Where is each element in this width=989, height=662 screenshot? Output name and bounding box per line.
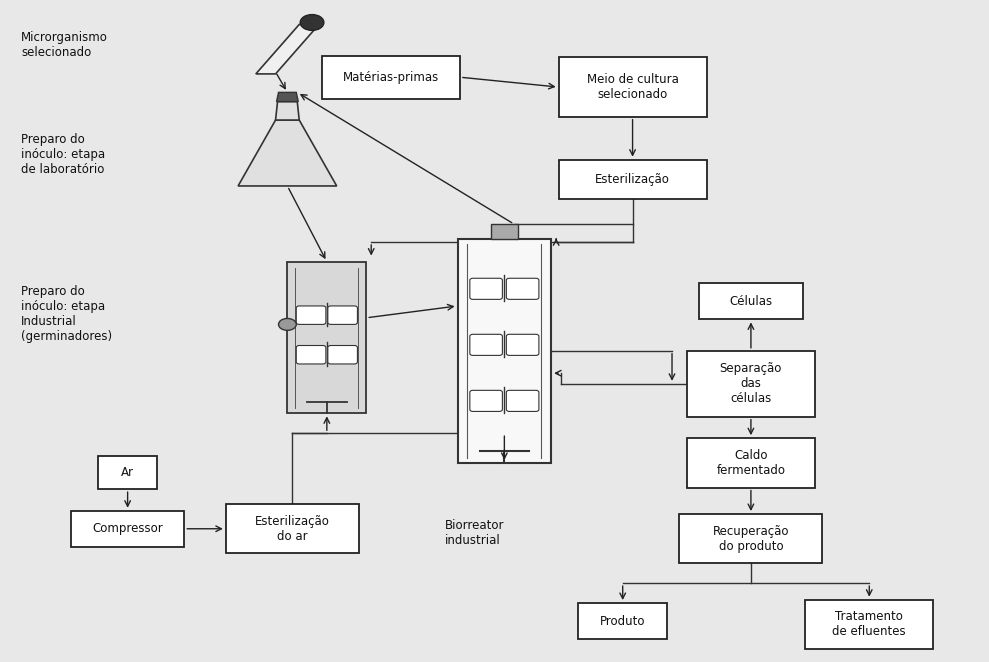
FancyBboxPatch shape <box>297 306 325 324</box>
Text: Produto: Produto <box>600 614 646 628</box>
FancyBboxPatch shape <box>321 56 460 99</box>
FancyBboxPatch shape <box>470 391 502 411</box>
Text: Caldo
fermentado: Caldo fermentado <box>716 449 785 477</box>
FancyBboxPatch shape <box>288 261 366 413</box>
Text: Tratamento
de efluentes: Tratamento de efluentes <box>833 610 906 638</box>
FancyBboxPatch shape <box>327 346 357 364</box>
Text: Esterilização: Esterilização <box>595 173 670 186</box>
FancyBboxPatch shape <box>327 306 357 324</box>
Circle shape <box>301 15 323 30</box>
Text: Esterilização
do ar: Esterilização do ar <box>255 515 329 543</box>
FancyBboxPatch shape <box>297 346 325 364</box>
FancyBboxPatch shape <box>506 278 539 299</box>
Text: Preparo do
inóculo: etapa
de laboratório: Preparo do inóculo: etapa de laboratório <box>21 133 105 176</box>
FancyBboxPatch shape <box>225 504 359 553</box>
Text: Células: Células <box>729 295 772 308</box>
FancyBboxPatch shape <box>506 334 539 355</box>
FancyBboxPatch shape <box>679 514 823 563</box>
Text: Meio de cultura
selecionado: Meio de cultura selecionado <box>586 73 678 101</box>
FancyBboxPatch shape <box>506 391 539 411</box>
FancyBboxPatch shape <box>805 600 934 649</box>
FancyBboxPatch shape <box>458 239 551 463</box>
Text: Biorreator
industrial: Biorreator industrial <box>445 519 504 547</box>
Text: Ar: Ar <box>121 466 135 479</box>
Text: Compressor: Compressor <box>92 522 163 536</box>
FancyBboxPatch shape <box>559 160 706 199</box>
FancyBboxPatch shape <box>699 283 803 320</box>
FancyBboxPatch shape <box>579 603 668 639</box>
FancyBboxPatch shape <box>71 510 184 547</box>
Text: Preparo do
inóculo: etapa
Industrial
(germinadores): Preparo do inóculo: etapa Industrial (ge… <box>21 285 112 343</box>
FancyBboxPatch shape <box>686 351 815 416</box>
Polygon shape <box>277 93 299 101</box>
Polygon shape <box>256 24 318 74</box>
Text: Microrganismo
selecionado: Microrganismo selecionado <box>21 31 108 59</box>
FancyBboxPatch shape <box>559 58 706 117</box>
Circle shape <box>279 318 297 330</box>
Text: Matérias-primas: Matérias-primas <box>343 71 439 83</box>
FancyBboxPatch shape <box>491 224 518 239</box>
Text: Separação
das
células: Separação das células <box>720 362 782 405</box>
Text: Recuperação
do produto: Recuperação do produto <box>713 525 789 553</box>
Polygon shape <box>276 101 300 120</box>
FancyBboxPatch shape <box>686 438 815 488</box>
Polygon shape <box>238 120 336 186</box>
FancyBboxPatch shape <box>98 456 157 489</box>
FancyBboxPatch shape <box>470 278 502 299</box>
FancyBboxPatch shape <box>470 334 502 355</box>
